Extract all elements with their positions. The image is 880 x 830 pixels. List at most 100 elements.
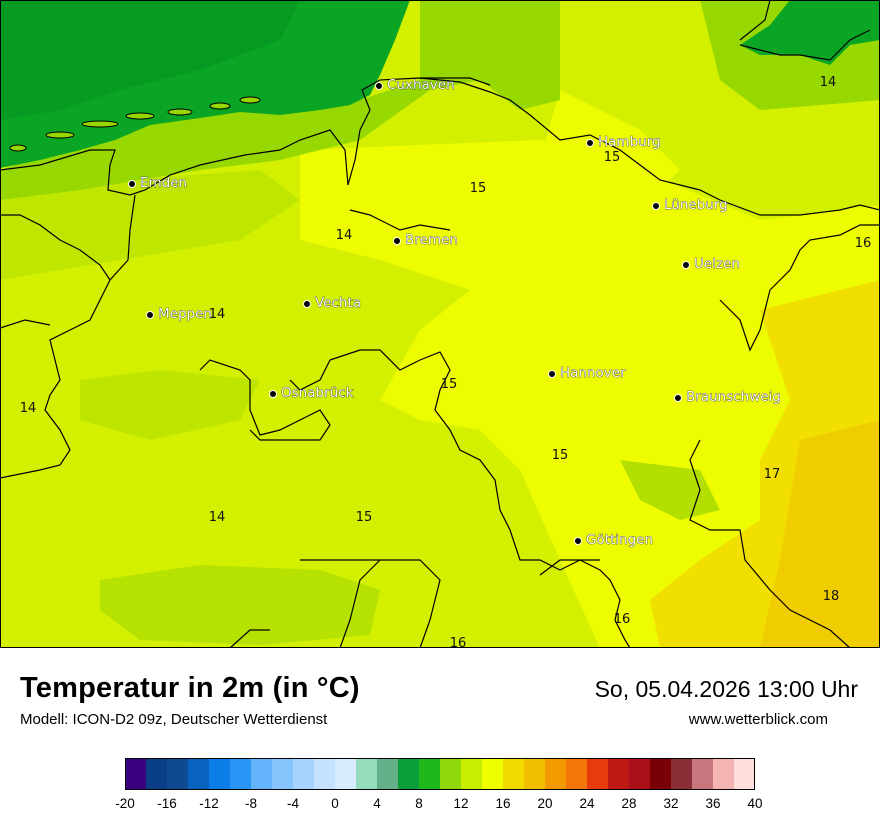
temp-label: 15 xyxy=(470,181,487,196)
color-scale-swatch xyxy=(398,758,420,790)
color-scale-swatch xyxy=(440,758,462,790)
coastal-zone xyxy=(0,0,560,200)
color-scale-swatch xyxy=(482,758,504,790)
color-scale-swatch xyxy=(146,758,168,790)
color-scale-tick-label: 4 xyxy=(373,796,381,811)
city-label: Vechta xyxy=(315,295,361,311)
city-uelzen[interactable]: Uelzen xyxy=(682,256,740,272)
temp-label: 17 xyxy=(764,467,781,482)
city-goettingen[interactable]: Göttingen xyxy=(574,532,654,548)
color-scale-swatch xyxy=(461,758,483,790)
color-scale-tick-label: -20 xyxy=(115,796,135,811)
website-link[interactable]: www.wetterblick.com xyxy=(688,711,828,728)
color-scale-tick-label: 28 xyxy=(621,796,637,811)
color-scale-swatch xyxy=(503,758,525,790)
map-title: Temperatur in 2m (in °C) xyxy=(20,672,360,704)
city-label: Meppen xyxy=(158,306,212,322)
color-scale-swatch xyxy=(608,758,630,790)
temp-label: 14 xyxy=(209,510,226,525)
city-label: Braunschweig xyxy=(686,389,781,405)
color-scale-swatch xyxy=(545,758,567,790)
frisian-islands xyxy=(9,96,261,152)
color-scale-swatch xyxy=(251,758,273,790)
color-scale-swatch xyxy=(356,758,378,790)
city-label: Göttingen xyxy=(586,532,653,548)
borders xyxy=(0,0,880,648)
color-scale-tick-label: -16 xyxy=(157,796,177,811)
city-markers: Cuxhaven Hamburg Emden Lüneburg Bremen U… xyxy=(128,77,781,548)
color-scale-tick-label: 0 xyxy=(331,796,339,811)
color-scale-swatch xyxy=(566,758,588,790)
city-vechta[interactable]: Vechta xyxy=(303,295,362,311)
city-label: Emden xyxy=(140,175,187,191)
temp-label: 15 xyxy=(552,448,569,463)
city-label: Cuxhaven xyxy=(387,77,455,93)
color-scale-tick-label: -8 xyxy=(244,796,258,811)
city-label: Hamburg xyxy=(598,134,661,150)
cool-zone-central xyxy=(80,370,260,440)
city-bremen[interactable]: Bremen xyxy=(393,232,458,248)
temp-label: 16 xyxy=(450,636,467,648)
color-scale-bar xyxy=(125,758,755,790)
temp-label: 15 xyxy=(441,377,458,392)
city-label: Osnabrück xyxy=(281,385,354,401)
color-scale-swatch xyxy=(587,758,609,790)
color-scale-swatch xyxy=(125,758,147,790)
temp-label: 15 xyxy=(604,150,621,165)
color-scale-swatch xyxy=(167,758,189,790)
temp-label: 15 xyxy=(356,510,373,525)
city-cuxhaven[interactable]: Cuxhaven xyxy=(375,77,455,93)
color-scale-tick-label: 8 xyxy=(415,796,423,811)
color-scale-swatch xyxy=(209,758,231,790)
city-braunschweig[interactable]: Braunschweig xyxy=(674,389,781,405)
model-source: Modell: ICON-D2 09z, Deutscher Wetterdie… xyxy=(20,711,328,728)
color-scale-tick-label: 16 xyxy=(495,796,511,811)
city-hannover[interactable]: Hannover xyxy=(548,365,627,381)
color-scale-swatch xyxy=(713,758,735,790)
color-scale-border xyxy=(125,758,755,790)
city-label: Bremen xyxy=(405,232,458,248)
color-scale-swatch xyxy=(272,758,294,790)
color-scale-tick-label: 20 xyxy=(537,796,553,811)
color-scale-swatch xyxy=(293,758,315,790)
color-scale-swatch xyxy=(188,758,210,790)
city-meppen[interactable]: Meppen xyxy=(146,306,212,322)
color-scale-swatch xyxy=(650,758,672,790)
color-scale-tick-label: 36 xyxy=(705,796,721,811)
city-label: Uelzen xyxy=(694,256,740,272)
cool-zone-west xyxy=(0,170,300,280)
warm-zone xyxy=(300,140,880,648)
legend-footer xyxy=(0,648,880,830)
temp-label: 14 xyxy=(209,307,226,322)
city-lueneburg[interactable]: Lüneburg xyxy=(652,197,728,213)
color-scale-tick-label: 24 xyxy=(579,796,595,811)
city-label: Hannover xyxy=(560,365,626,381)
color-scale-swatch xyxy=(419,758,441,790)
city-label: Lüneburg xyxy=(664,197,728,213)
city-osnabrueck[interactable]: Osnabrück xyxy=(269,385,354,401)
color-scale-tick-label: -12 xyxy=(199,796,219,811)
color-scale-swatch xyxy=(524,758,546,790)
north-sea-inner xyxy=(0,0,300,120)
color-scale-tick-label: 32 xyxy=(663,796,679,811)
color-scale-swatch xyxy=(734,758,755,790)
temp-label: 14 xyxy=(336,228,353,243)
color-scale-tick-label: -4 xyxy=(286,796,300,811)
temp-label: 18 xyxy=(823,589,840,604)
color-scale-swatch xyxy=(335,758,357,790)
temp-label: 16 xyxy=(855,236,872,251)
city-emden[interactable]: Emden xyxy=(128,175,188,191)
hot-zone-2 xyxy=(760,420,880,648)
color-scale-swatch xyxy=(314,758,336,790)
temp-label: 14 xyxy=(820,75,837,90)
color-scale-tick-label: 12 xyxy=(453,796,469,811)
color-scale-swatch xyxy=(377,758,399,790)
temp-label: 14 xyxy=(20,401,37,416)
cool-zone-southwest xyxy=(100,565,380,645)
color-scale-swatch xyxy=(230,758,252,790)
color-scale-swatch xyxy=(692,758,714,790)
city-hamburg[interactable]: Hamburg xyxy=(586,134,661,150)
color-scale-tick-label: 40 xyxy=(747,796,763,811)
temperature-labels: 14 15 15 16 14 14 15 14 15 17 14 15 18 1… xyxy=(20,75,872,648)
color-scale-swatch xyxy=(671,758,693,790)
